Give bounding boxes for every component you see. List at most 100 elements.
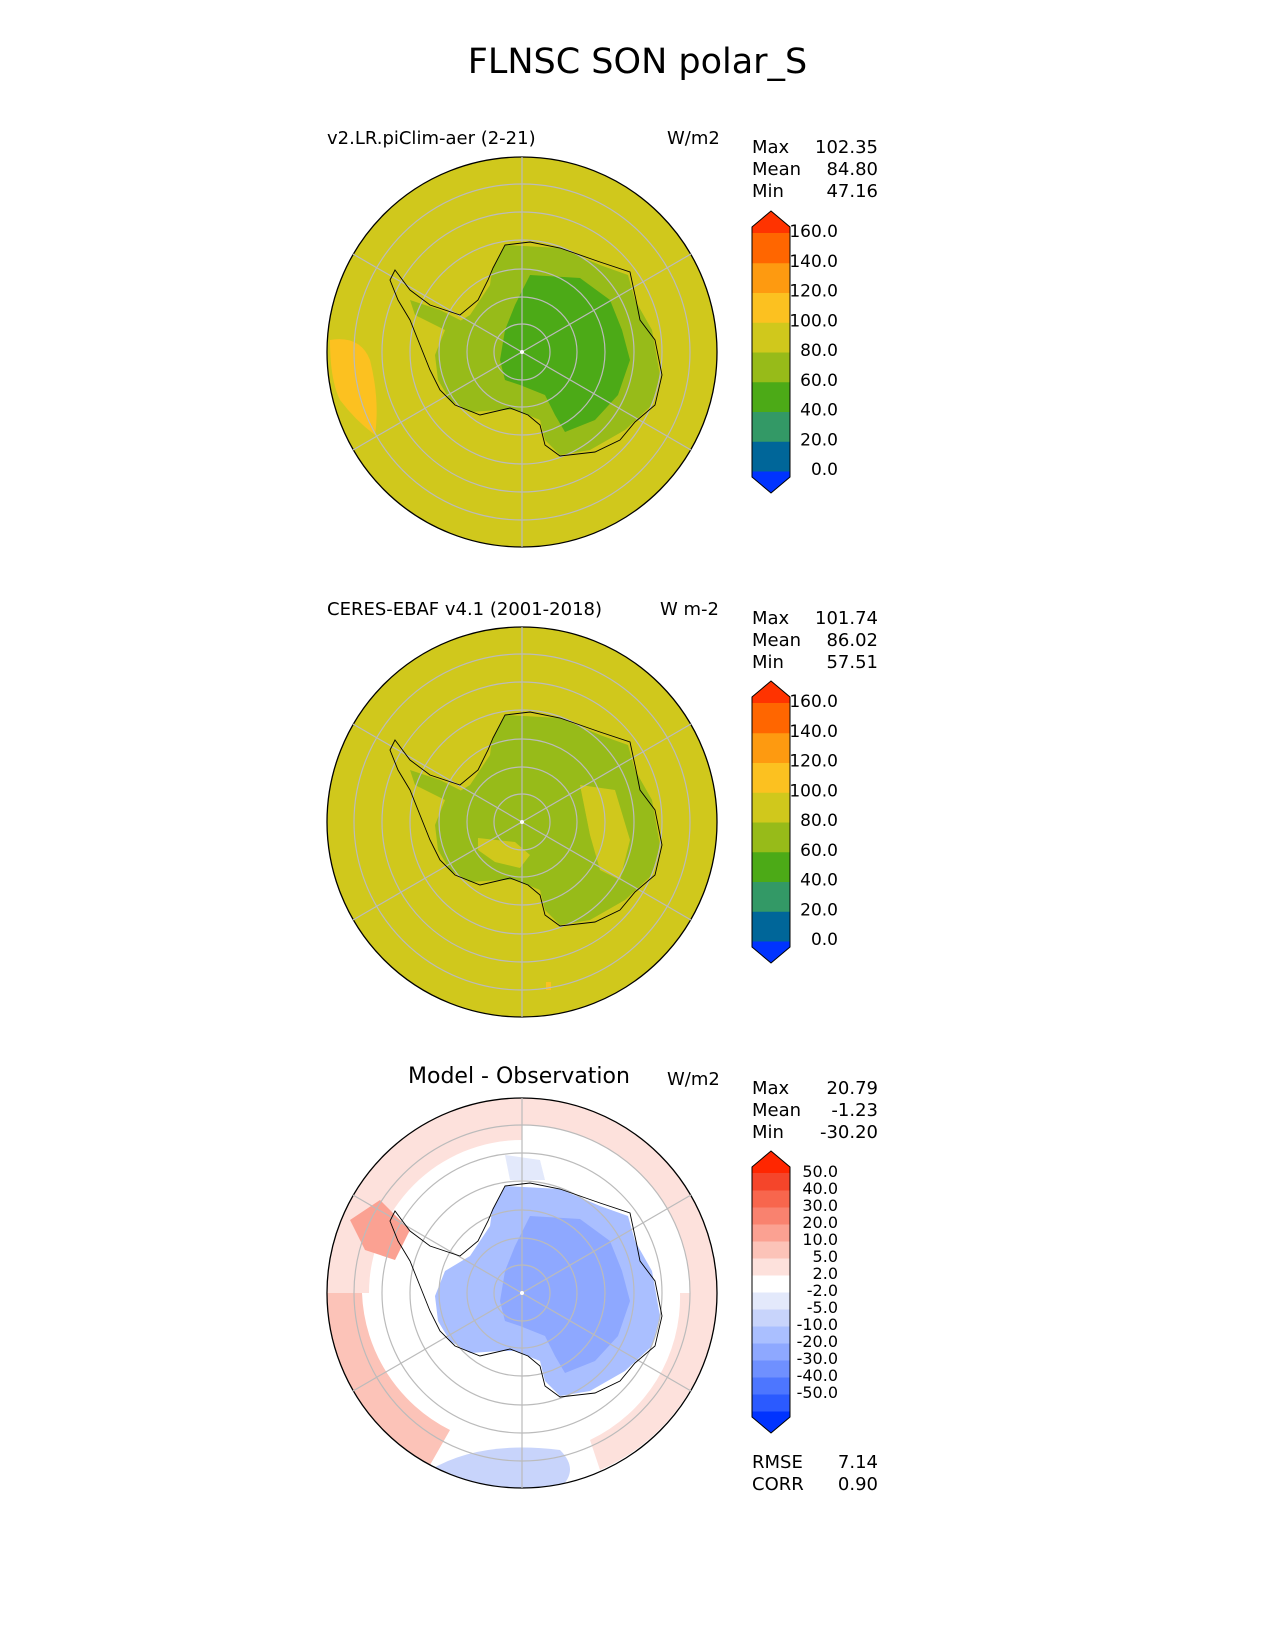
- colorbar-extend-high: [752, 681, 790, 703]
- colorbar-tick-label: 40.0: [800, 401, 838, 421]
- colorbar-tick-label: 30.0: [802, 1196, 838, 1215]
- colorbar-tick-label: 160.0: [789, 692, 838, 712]
- colorbar-tick-label: 120.0: [789, 282, 838, 302]
- colorbar-segment: [752, 762, 790, 793]
- stat-mean: Mean -1.23: [752, 1100, 878, 1121]
- colorbar-outline: [751, 210, 791, 494]
- colorbar-segment: [752, 292, 790, 323]
- panel2-title: CERES-EBAF v4.1 (2001-2018): [327, 599, 603, 620]
- colorbar-tick-label: 100.0: [789, 781, 838, 801]
- colorbar-outline: [751, 680, 791, 964]
- panel1-title: v2.LR.piClim-aer (2-21): [327, 128, 536, 149]
- colorbar-segment: [752, 1224, 790, 1242]
- colorbar-tick-label: -20.0: [797, 1332, 838, 1351]
- colorbar-tick-label: 160.0: [789, 222, 838, 242]
- map-difference: [326, 1097, 718, 1489]
- colorbar-tick-label: -5.0: [807, 1298, 838, 1317]
- colorbar-segment: [752, 352, 790, 383]
- colorbar-tick-label: 100.0: [789, 311, 838, 331]
- panel2-stats: Max 101.74 Mean 86.02 Min 57.51: [752, 608, 878, 674]
- colorbar-tick-label: 80.0: [800, 811, 838, 831]
- colorbar-extend-low: [752, 941, 790, 963]
- stat-min: Min 47.16: [752, 181, 878, 202]
- colorbar-segment: [752, 1292, 790, 1310]
- colorbar-segment: [752, 1258, 790, 1276]
- colorbar-tick-label: 40.0: [802, 1179, 838, 1198]
- colorbar-tick-label: 0.0: [811, 460, 838, 480]
- colorbar-segment: [752, 1326, 790, 1344]
- colorbar-tick-label: 40.0: [800, 871, 838, 891]
- colorbar-tick-label: -2.0: [807, 1281, 838, 1300]
- stat-max: Max 102.35: [752, 137, 878, 158]
- panel3-stats: Max 20.79 Mean -1.23 Min -30.20: [752, 1078, 878, 1144]
- colorbar-segment: [752, 851, 790, 882]
- colorbar-difference: 50.040.030.020.010.05.02.0-2.0-5.0-10.0-…: [751, 1150, 838, 1434]
- colorbar-extend-low: [752, 1411, 790, 1433]
- colorbar-segment: [752, 1207, 790, 1225]
- colorbar-segment: [752, 262, 790, 293]
- metric-corr: CORR 0.90: [752, 1474, 878, 1495]
- colorbar-segment: [752, 411, 790, 442]
- panel1-units: W/m2: [667, 128, 720, 149]
- colorbar-segment: [752, 381, 790, 412]
- metric-rmse: RMSE 7.14: [752, 1452, 878, 1473]
- colorbar-extend-high: [752, 211, 790, 233]
- colorbar-tick-label: 2.0: [813, 1264, 838, 1283]
- colorbar-tick-label: -50.0: [797, 1383, 838, 1402]
- colorbar-segment: [752, 792, 790, 823]
- colorbar-segment: [752, 233, 790, 264]
- colorbar-observation: 160.0 140.0 120.0 100.0 80.0 60.0 40.0 20.0 0.0: [751, 680, 838, 964]
- colorbar-tick-label: 140.0: [789, 252, 838, 272]
- stat-max: Max 101.74: [752, 608, 878, 629]
- panel1-stats: Max 102.35 Mean 84.80 Min 47.16: [752, 137, 878, 203]
- panel3-title: Model - Observation: [408, 1064, 630, 1089]
- colorbar-segment: [752, 1309, 790, 1327]
- colorbar-extend-high: [752, 1151, 790, 1173]
- stat-mean: Mean 84.80: [752, 159, 878, 180]
- colorbar-segment: [752, 441, 790, 472]
- colorbar-segment: [752, 881, 790, 912]
- stat-max: Max 20.79: [752, 1078, 878, 1099]
- colorbar-tick-label: 60.0: [800, 371, 838, 391]
- colorbar-segment: [752, 322, 790, 353]
- panel3-metrics: RMSE 7.14 CORR 0.90: [752, 1452, 878, 1496]
- colorbar-tick-label: 50.0: [802, 1162, 838, 1181]
- colorbar-segment: [752, 1190, 790, 1208]
- colorbar-tick-label: 5.0: [813, 1247, 838, 1266]
- colorbar-tick-label: -40.0: [797, 1366, 838, 1385]
- colorbar-segment: [752, 1275, 790, 1293]
- stat-min: Min 57.51: [752, 652, 878, 673]
- colorbar-segment: [752, 1241, 790, 1259]
- panel3-units: W/m2: [667, 1069, 720, 1090]
- colorbar-tick-label: 140.0: [789, 722, 838, 742]
- colorbar-tick-label: 20.0: [800, 430, 838, 450]
- colorbar-tick-label: 20.0: [802, 1213, 838, 1232]
- colorbar-tick-label: -30.0: [797, 1349, 838, 1368]
- colorbar-segment: [752, 911, 790, 942]
- map-model: [326, 156, 718, 548]
- map-observation: [326, 626, 718, 1018]
- colorbar-segment: [752, 1173, 790, 1191]
- figure-title: FLNSC SON polar_S: [467, 42, 808, 82]
- colorbar-tick-label: 10.0: [802, 1230, 838, 1249]
- colorbar-segment: [752, 1343, 790, 1361]
- colorbar-segment: [752, 1394, 790, 1412]
- colorbar-outline: [751, 1150, 791, 1434]
- stat-mean: Mean 86.02: [752, 630, 878, 651]
- colorbar-segment: [752, 703, 790, 734]
- colorbar-tick-label: 0.0: [811, 930, 838, 950]
- colorbar-model: 160.0 140.0 120.0 100.0 80.0 60.0 40.0 20.0 0.0: [751, 210, 838, 494]
- panel2-units: W m-2: [660, 599, 720, 620]
- colorbar-segment: [752, 1377, 790, 1395]
- colorbar-tick-label: -10.0: [797, 1315, 838, 1334]
- colorbar-segment: [752, 732, 790, 763]
- colorbar-segment: [752, 822, 790, 853]
- colorbar-tick-label: 20.0: [800, 900, 838, 920]
- colorbar-tick-label: 80.0: [800, 341, 838, 361]
- stat-min: Min -30.20: [752, 1122, 878, 1143]
- colorbar-tick-label: 120.0: [789, 752, 838, 772]
- colorbar-tick-label: 60.0: [800, 841, 838, 861]
- colorbar-extend-low: [752, 471, 790, 493]
- colorbar-segment: [752, 1360, 790, 1378]
